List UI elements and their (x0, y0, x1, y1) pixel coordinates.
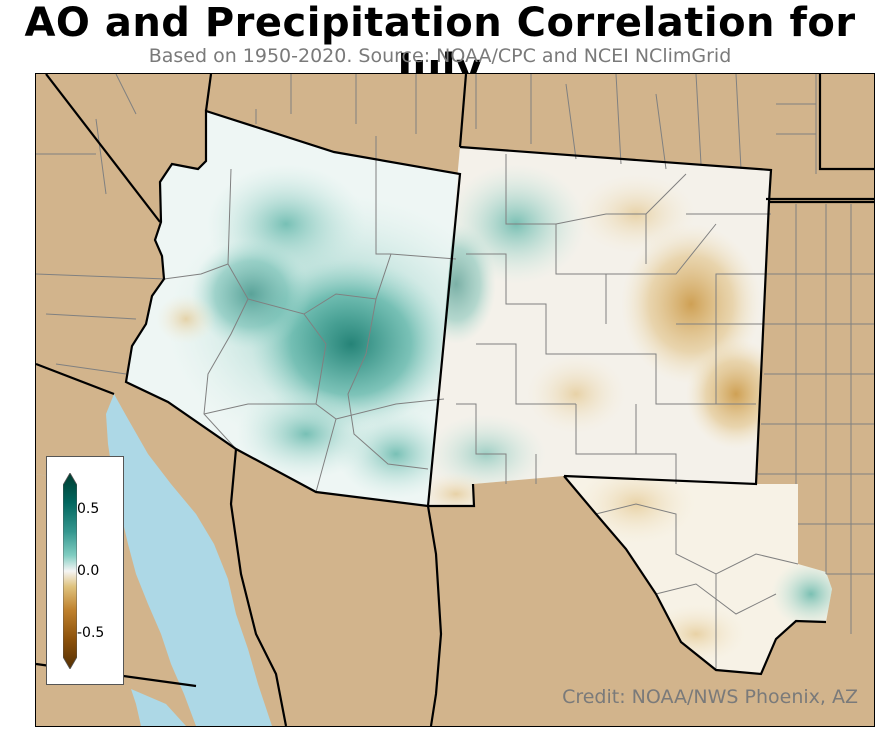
colorbar-legend: 0.5 0.0 -0.5 (46, 456, 124, 685)
map-panel (35, 73, 875, 727)
credit-label: Credit: NOAA/NWS Phoenix, AZ (562, 686, 858, 708)
gulf-of-california (106, 394, 272, 726)
colorbar-tick-high: 0.5 (77, 501, 100, 517)
county-boundaries (36, 74, 874, 670)
map-canvas (36, 74, 874, 726)
colorbar-tick-low: -0.5 (77, 625, 105, 641)
map-title: AO and Precipitation Correlation for Jul… (24, 0, 856, 92)
colorbar (63, 473, 77, 669)
colorbar-tick-zero: 0.0 (77, 563, 100, 579)
map-subtitle: Based on 1950-2020. Source: NOAA/CPC and… (148, 45, 732, 67)
